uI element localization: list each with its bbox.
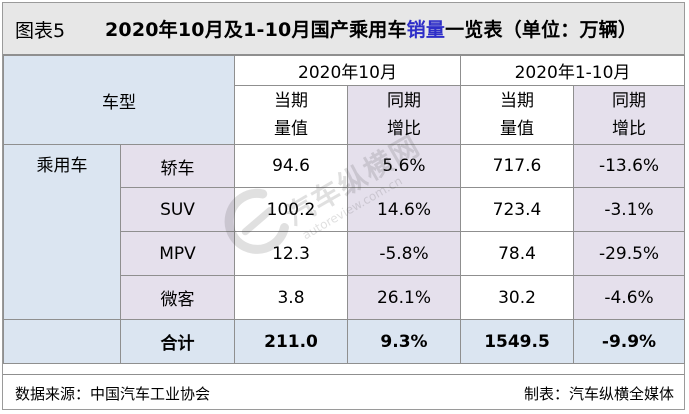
ytd-yoy: -29.5% bbox=[572, 231, 686, 276]
sales-table: 车型 2020年10月 2020年1-10月 当期量值 同期增比 当期量值 同期… bbox=[3, 55, 686, 364]
oct-volume: 94.6 bbox=[234, 144, 348, 188]
header-label-line1: 当期 bbox=[500, 91, 534, 111]
header-row-metrics: 当期量值 同期增比 当期量值 同期增比 bbox=[4, 85, 686, 145]
total-oct-yoy: 9.3% bbox=[347, 319, 461, 364]
row-type: 微客 bbox=[120, 275, 235, 320]
ytd-volume: 717.6 bbox=[460, 144, 574, 188]
table-row: 乘用车 轿车 94.6 5.6% 717.6 -13.6% bbox=[3, 144, 686, 320]
table-figure: 图表5 2020年10月及1-10月国产乘用车销量一览表（单位：万辆） 车型 2… bbox=[2, 2, 686, 410]
header-label-line1: 同期 bbox=[387, 91, 421, 111]
oct-volume: 100.2 bbox=[234, 187, 348, 232]
ytd-yoy: -4.6% bbox=[572, 275, 686, 320]
category-label: 乘用车 bbox=[3, 144, 121, 320]
total-ytd-yoy: -9.9% bbox=[572, 319, 686, 364]
oct-volume: 3.8 bbox=[234, 275, 348, 320]
total-oct-volume: 211.0 bbox=[234, 319, 348, 364]
header-oct-volume: 当期 量值 bbox=[234, 85, 348, 145]
oct-volume: 12.3 bbox=[234, 231, 348, 276]
row-type: MPV bbox=[120, 231, 235, 276]
header-period-month: 2020年10月 bbox=[234, 55, 461, 86]
title-bar: 图表5 2020年10月及1-10月国产乘用车销量一览表（单位：万辆） bbox=[3, 3, 684, 55]
row-type: SUV bbox=[120, 187, 235, 232]
oct-yoy: 14.6% bbox=[347, 187, 461, 232]
data-source: 数据来源：中国汽车工业协会 bbox=[15, 385, 211, 403]
header-label-line2: 量值 bbox=[500, 119, 534, 139]
oct-yoy: 26.1% bbox=[347, 275, 461, 320]
row-type: 轿车 bbox=[120, 144, 235, 188]
total-label: 合计 bbox=[120, 319, 235, 364]
header-model-type: 车型 bbox=[3, 55, 235, 145]
ytd-volume: 78.4 bbox=[460, 231, 574, 276]
table-row: 微客 3.8 26.1% 30.2 -4.6% bbox=[4, 275, 686, 320]
table-maker: 制表：汽车纵横全媒体 bbox=[523, 385, 674, 403]
header-label-line2: 量值 bbox=[274, 119, 308, 139]
ytd-volume: 723.4 bbox=[460, 187, 574, 232]
header-label-line1: 当期 bbox=[274, 91, 308, 111]
figure-label: 图表5 bbox=[15, 20, 66, 42]
header-row-periods: 车型 2020年10月 2020年1-10月 bbox=[3, 55, 686, 145]
ytd-yoy: -3.1% bbox=[572, 187, 686, 232]
ytd-yoy: -13.6% bbox=[572, 144, 686, 188]
total-blank bbox=[3, 319, 121, 364]
title-text-before: 2020年10月及1-10月国产乘用车 bbox=[105, 19, 407, 41]
page-title: 2020年10月及1-10月国产乘用车销量一览表（单位：万辆） bbox=[105, 15, 637, 42]
header-period-ytd: 2020年1-10月 bbox=[459, 55, 686, 86]
title-text-after: 一览表（单位：万辆） bbox=[445, 19, 638, 41]
header-label-line2: 增比 bbox=[387, 119, 421, 139]
header-ytd-yoy: 同期 增比 bbox=[572, 85, 686, 145]
header-label-line2: 增比 bbox=[612, 119, 646, 139]
ytd-volume: 30.2 bbox=[460, 275, 574, 320]
total-ytd-volume: 1549.5 bbox=[460, 319, 574, 364]
total-row: 合计 211.0 9.3% 1549.5 -9.9% bbox=[3, 319, 686, 364]
oct-yoy: 5.6% bbox=[347, 144, 461, 188]
table-row: MPV 12.3 -5.8% 78.4 -29.5% bbox=[4, 231, 686, 276]
header-ytd-volume: 当期 量值 bbox=[460, 85, 574, 145]
table-row: SUV 100.2 14.6% 723.4 -3.1% bbox=[4, 187, 686, 232]
oct-yoy: -5.8% bbox=[347, 231, 461, 276]
header-oct-yoy: 同期 增比 bbox=[347, 85, 461, 145]
header-label-line1: 同期 bbox=[612, 91, 646, 111]
footer: 数据来源：中国汽车工业协会 制表：汽车纵横全媒体 bbox=[3, 374, 684, 409]
title-highlight: 销量 bbox=[406, 19, 446, 41]
